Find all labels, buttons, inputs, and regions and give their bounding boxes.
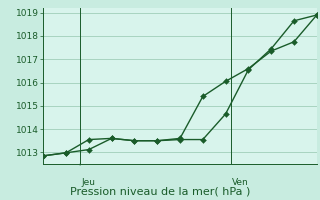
Text: Ven: Ven (232, 178, 249, 187)
Text: Pression niveau de la mer( hPa ): Pression niveau de la mer( hPa ) (70, 186, 250, 196)
Text: Jeu: Jeu (81, 178, 95, 187)
